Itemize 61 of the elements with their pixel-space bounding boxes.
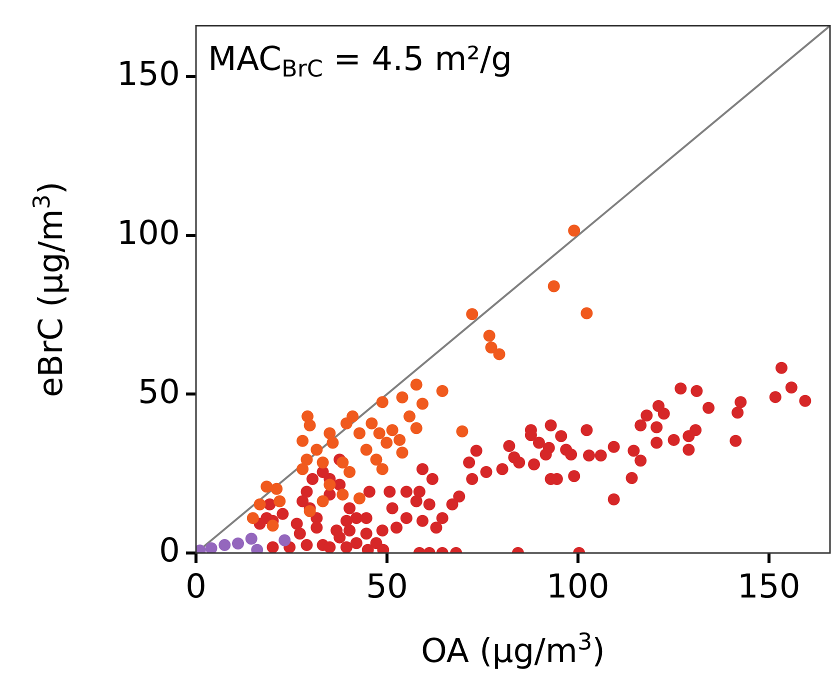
point [386,424,398,436]
point [304,419,316,432]
point [266,520,279,532]
point [310,444,323,456]
point [353,427,366,440]
point [254,498,266,510]
y-tick-label: 0 [159,530,180,570]
point [324,478,336,491]
y-tick-label: 50 [138,372,180,411]
point [410,422,422,434]
point [376,463,388,476]
point [205,542,218,553]
point [568,224,580,237]
y-axis-title: eBrC (µg/m3) [29,182,70,398]
point [278,534,291,546]
x-tick-label: 150 [737,566,800,606]
point [353,492,366,504]
point [370,454,382,466]
point [340,417,352,430]
point [232,537,244,550]
point [260,480,273,493]
point [336,488,349,501]
x-tick-label: 100 [546,566,610,606]
point [296,434,309,447]
point [218,539,231,552]
point [316,456,329,468]
point [394,434,406,446]
point [466,308,478,320]
point [274,495,286,508]
y-tick-label: 100 [117,212,180,252]
point [416,398,428,410]
point [366,417,378,430]
point [483,330,496,342]
point [270,482,283,495]
point [300,454,313,466]
point [485,342,498,354]
point [548,280,560,292]
point [373,427,386,440]
point [436,385,448,398]
point [326,436,339,449]
point [246,512,259,524]
point [296,463,309,476]
point [245,532,258,545]
point [456,425,468,438]
x-tick-label: 0 [186,566,206,606]
point [316,495,329,508]
point [493,348,506,360]
point [324,427,336,440]
point [396,391,408,404]
point [344,466,356,478]
point [410,378,422,391]
point [580,307,593,320]
y-tick-label: 150 [117,54,180,94]
point [396,446,408,459]
point [380,436,393,449]
point [360,444,372,456]
x-tick-label: 50 [366,566,408,606]
point [304,505,316,518]
point [376,396,388,408]
point [404,410,416,422]
point [336,456,349,468]
